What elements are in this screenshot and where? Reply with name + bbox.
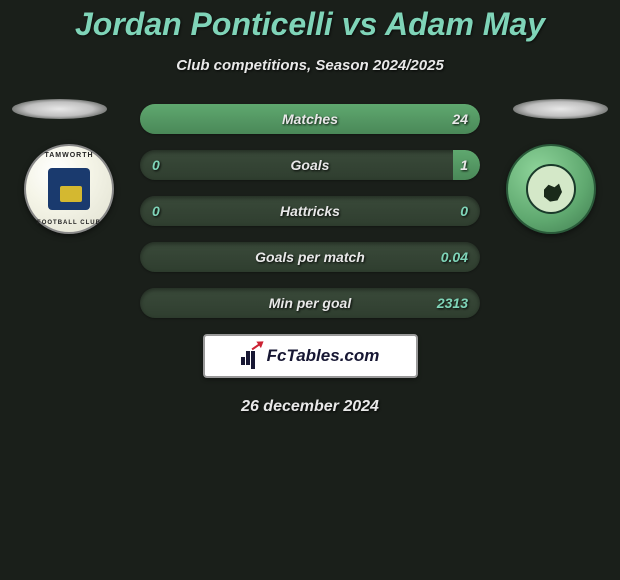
player-shadow-right <box>513 99 608 119</box>
stat-bar: 24Matches <box>140 104 480 134</box>
stat-bar: 2313Min per goal <box>140 288 480 318</box>
stat-label: Min per goal <box>140 295 480 311</box>
stat-label: Goals per match <box>140 249 480 265</box>
stat-label: Matches <box>140 111 480 127</box>
stat-label: Hattricks <box>140 203 480 219</box>
fctables-icon <box>241 347 263 365</box>
stats-bars: 24Matches 01Goals 00Hattricks 0.04Goals per… <box>140 104 480 318</box>
stat-label: Goals <box>140 157 480 173</box>
comparison-area: TAMWORTH FOOTBALL CLUB 24Matches 01Goals 0… <box>0 104 620 318</box>
stat-bar: 0.04Goals per match <box>140 242 480 272</box>
page-title: Jordan Ponticelli vs Adam May <box>0 0 620 43</box>
stat-bar: 00Hattricks <box>140 196 480 226</box>
badge-left-top-text: TAMWORTH <box>26 152 112 159</box>
subtitle: Club competitions, Season 2024/2025 <box>0 57 620 74</box>
brand-text: FcTables.com <box>267 346 380 366</box>
badge-left-bottom-text: FOOTBALL CLUB <box>26 220 112 226</box>
team-badge-right <box>506 144 596 234</box>
team-badge-left: TAMWORTH FOOTBALL CLUB <box>24 144 114 234</box>
stat-bar: 01Goals <box>140 150 480 180</box>
date-text: 26 december 2024 <box>0 398 620 416</box>
brand-footer[interactable]: FcTables.com <box>203 334 418 378</box>
player-shadow-left <box>12 99 107 119</box>
